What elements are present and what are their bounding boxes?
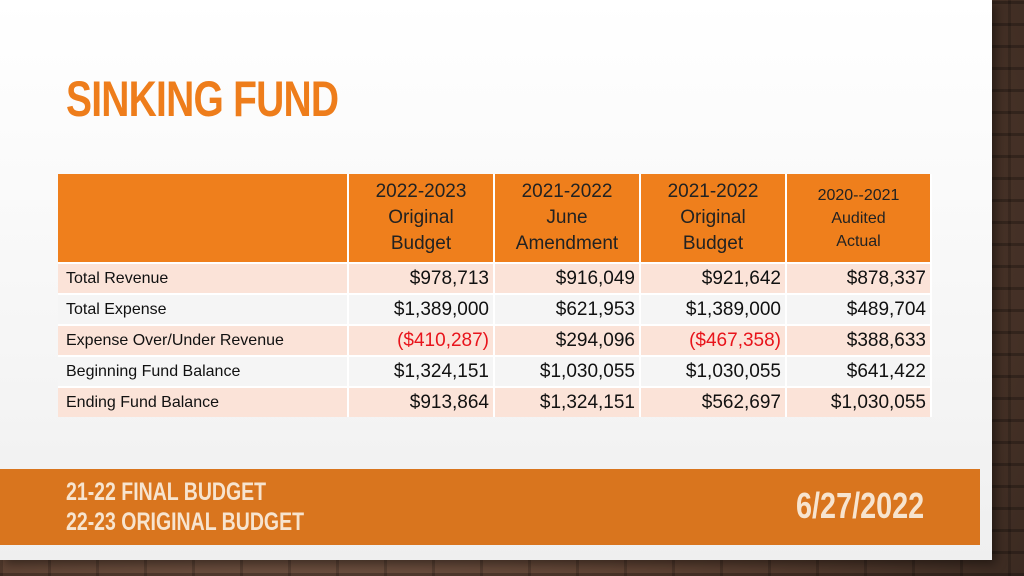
column-header: 2021-2022 June Amendment	[494, 174, 641, 263]
table-cell: $1,030,055	[494, 355, 641, 387]
table-cell: $913,864	[348, 386, 495, 417]
table-cell: $621,953	[494, 293, 641, 325]
table-cell: $641,422	[786, 355, 932, 387]
slide: SINKING FUND 2022-2023 Original Budget 2…	[0, 0, 992, 560]
table-cell-negative: ($467,358)	[640, 324, 787, 356]
column-header: 2020--2021 Audited Actual	[786, 174, 932, 263]
table-cell: $1,389,000	[348, 293, 495, 325]
table-row: Total Expense $1,389,000 $621,953 $1,389…	[58, 293, 932, 325]
table-cell: $562,697	[640, 386, 787, 417]
row-label: Expense Over/Under Revenue	[58, 324, 349, 356]
table-cell: $878,337	[786, 262, 932, 294]
row-label: Total Expense	[58, 293, 349, 325]
table-cell: $1,324,151	[494, 386, 641, 417]
table-cell: $1,389,000	[640, 293, 787, 325]
table-row: Expense Over/Under Revenue ($410,287) $2…	[58, 324, 932, 356]
footer-line-1: 21-22 FINAL BUDGET	[66, 478, 267, 506]
table-row: Ending Fund Balance $913,864 $1,324,151 …	[58, 386, 932, 417]
table-cell: $1,030,055	[786, 386, 932, 417]
row-label: Total Revenue	[58, 262, 349, 294]
footer-caption: 21-22 FINAL BUDGET 22-23 ORIGINAL BUDGET	[66, 477, 304, 537]
table-cell: $489,704	[786, 293, 932, 325]
table-cell: $1,030,055	[640, 355, 787, 387]
row-label: Beginning Fund Balance	[58, 355, 349, 387]
column-header: 2021-2022 Original Budget	[640, 174, 787, 263]
column-header: 2022-2023 Original Budget	[348, 174, 495, 263]
footer-bar: 21-22 FINAL BUDGET 22-23 ORIGINAL BUDGET…	[0, 469, 980, 545]
table-row: Beginning Fund Balance $1,324,151 $1,030…	[58, 355, 932, 387]
table-cell: $388,633	[786, 324, 932, 356]
table-cell: $916,049	[494, 262, 641, 294]
footer-date: 6/27/2022	[795, 485, 924, 526]
table-cell: $294,096	[494, 324, 641, 356]
row-label: Ending Fund Balance	[58, 386, 349, 417]
sinking-fund-table: 2022-2023 Original Budget 2021-2022 June…	[58, 174, 932, 417]
table-cell: $978,713	[348, 262, 495, 294]
table-cell: $921,642	[640, 262, 787, 294]
table-cell: $1,324,151	[348, 355, 495, 387]
table-header-row: 2022-2023 Original Budget 2021-2022 June…	[58, 174, 932, 263]
header-corner-cell	[58, 174, 349, 263]
table-row: Total Revenue $978,713 $916,049 $921,642…	[58, 262, 932, 294]
table-cell-negative: ($410,287)	[348, 324, 495, 356]
slide-title: SINKING FUND	[66, 71, 339, 127]
footer-line-2: 22-23 ORIGINAL BUDGET	[66, 508, 305, 536]
